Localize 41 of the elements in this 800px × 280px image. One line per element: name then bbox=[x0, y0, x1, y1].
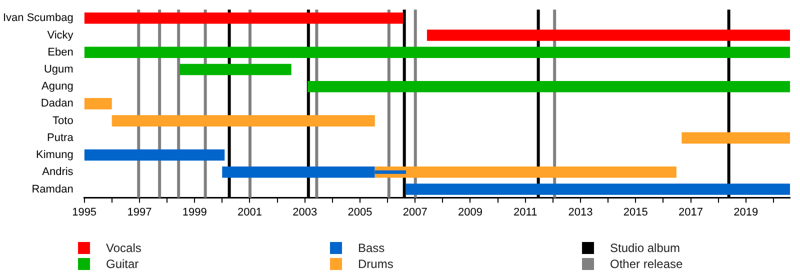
legend-label: Other release bbox=[610, 257, 683, 271]
legend-label: Drums bbox=[358, 257, 394, 271]
x-tick-label: 2001 bbox=[237, 206, 262, 218]
y-tick-label: Dadan bbox=[40, 98, 74, 110]
y-tick-label: Toto bbox=[52, 114, 74, 127]
bar bbox=[308, 80, 790, 92]
legend-label: Vocals bbox=[106, 241, 142, 255]
x-tick-label: 2015 bbox=[623, 206, 648, 218]
bar bbox=[374, 166, 676, 178]
x-tick-label: 2011 bbox=[514, 206, 538, 218]
y-tick-label: Agung bbox=[42, 80, 74, 93]
x-tick-label: 2007 bbox=[402, 206, 428, 218]
x-tick-label: 2003 bbox=[292, 206, 318, 218]
legend-label: Studio album bbox=[610, 241, 680, 255]
y-tick-label: Vicky bbox=[47, 29, 74, 42]
x-tick-label: 2009 bbox=[458, 206, 482, 218]
bar bbox=[180, 64, 292, 76]
x-tick-label: 2013 bbox=[568, 206, 593, 218]
x-tick-label: 2019 bbox=[734, 206, 758, 218]
bar bbox=[112, 115, 375, 126]
bar bbox=[84, 149, 225, 161]
y-tick-label: Eben bbox=[48, 46, 74, 58]
x-tick-label: 1995 bbox=[72, 206, 97, 218]
bar bbox=[406, 184, 790, 195]
y-tick-label: Kimung bbox=[36, 149, 74, 162]
bar bbox=[84, 46, 790, 58]
y-tick-label: Ugum bbox=[44, 64, 74, 76]
y-tick-label: Ivan Scumbag bbox=[2, 12, 74, 24]
legend-label: Guitar bbox=[106, 257, 139, 271]
x-tick-label: 1999 bbox=[182, 206, 207, 218]
bar bbox=[426, 30, 790, 41]
x-tick-label: 2005 bbox=[348, 206, 372, 218]
y-tick-label: Andris bbox=[42, 166, 74, 178]
bar bbox=[84, 98, 112, 110]
bar bbox=[84, 12, 403, 24]
x-tick-label: 2017 bbox=[678, 206, 704, 218]
legend-label: Bass bbox=[358, 241, 385, 255]
y-tick-label: Putra bbox=[47, 132, 74, 144]
x-tick-label: 1997 bbox=[127, 206, 152, 218]
y-tick-label: Ramdan bbox=[32, 183, 74, 196]
bar bbox=[682, 132, 790, 144]
